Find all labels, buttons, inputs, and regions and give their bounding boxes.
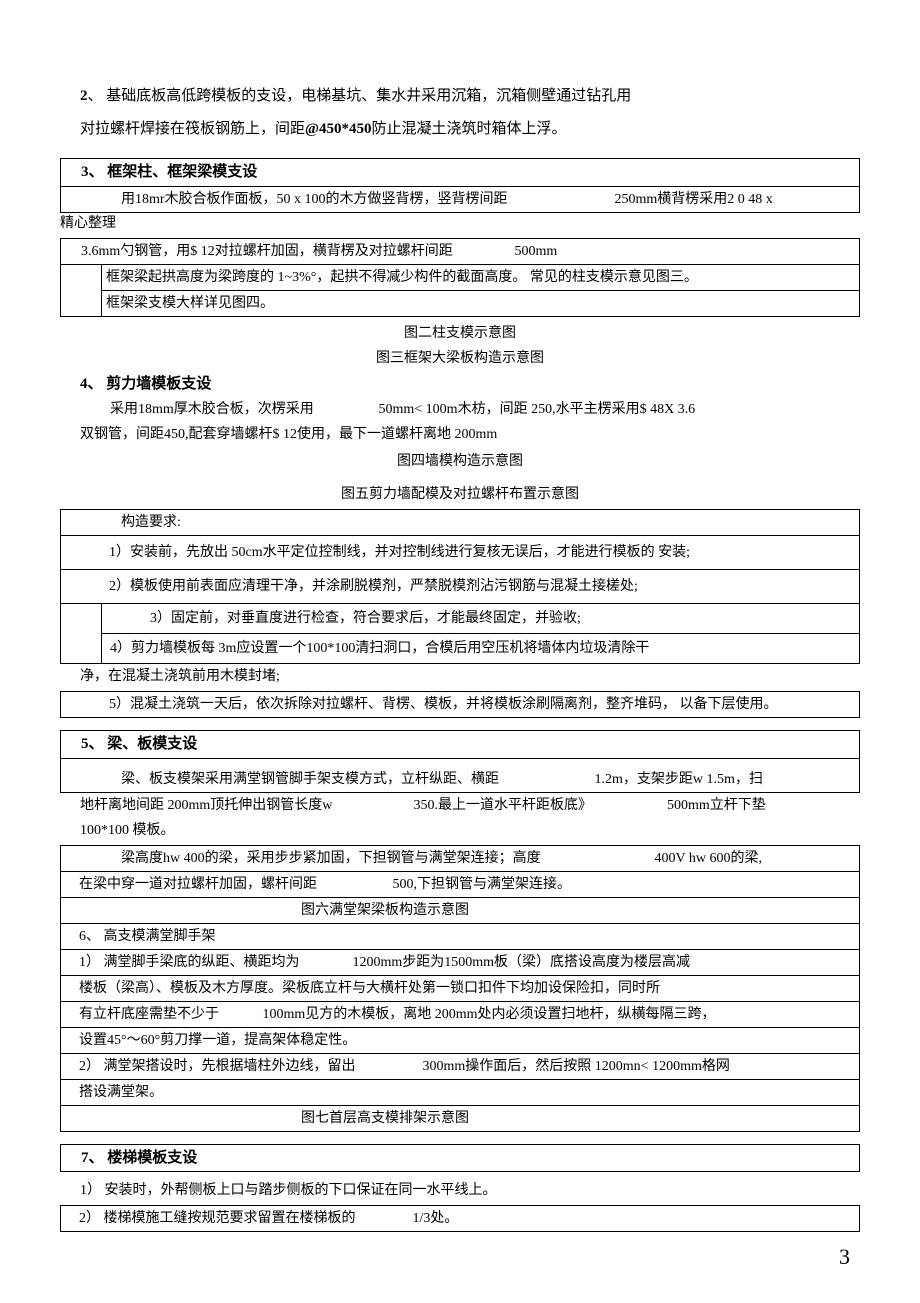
sec5-s5: 2） 满堂架搭设时，先根据墙柱外边线，留出 300mm操作面后，然后按照 120… <box>60 1054 860 1080</box>
fig6-caption: 图六满堂架梁板构造示意图 <box>60 898 860 924</box>
fig7-caption: 图七首层高支模排架示意图 <box>60 1106 860 1132</box>
section-2: 2、 基础底板高低跨模板的支设，电梯基坑、集水井采用沉箱，沉箱侧壁通过钻孔用 对… <box>60 80 860 146</box>
section-7: 7、 楼梯模板支设 1） 安装时，外帮侧板上口与踏步侧板的下口保证在同一水平线上… <box>60 1144 860 1233</box>
sec3-title: 3、 框架柱、框架梁模支设 <box>60 158 860 187</box>
section-4: 4、 剪力墙模板支设 采用18mm厚木胶合板，次楞采用 50mm< 100m木枋… <box>60 373 860 719</box>
sec4-req-title: 构造要求: <box>60 509 860 536</box>
sec3-r4: 框架梁支模大样详见图四。 <box>101 291 859 316</box>
sec4-title: 4、 剪力墙模板支设 <box>60 373 860 396</box>
fig4-caption: 图四墙模构造示意图 <box>60 451 860 472</box>
num-2: 2 <box>80 88 88 104</box>
sec5-s1: 1） 满堂脚手梁底的纵距、横距均为 1200mm步距为1500mm板（梁）底搭设… <box>60 950 860 976</box>
sec5-s6: 搭设满堂架。 <box>60 1080 860 1106</box>
sec4-req5: 5）混凝土浇筑一天后，依次拆除对拉螺杆、背楞、模板，并将模板涂刷隔离剂，整齐堆码… <box>60 691 860 718</box>
sec4-req34: 3）固定前，对垂直度进行检查，符合要求后，才能最终固定，并验收; 4）剪力墙模板… <box>60 604 860 664</box>
line-2-1: 2、 基础底板高低跨模板的支设，电梯基坑、集水井采用沉箱，沉箱侧壁通过钻孔用 <box>80 80 860 113</box>
sec5-s2: 楼板（梁高）、模板及木方厚度。梁板底立杆与大横杆处第一锁口扣件下均加设保险扣，同… <box>60 976 860 1002</box>
fig5-caption: 图五剪力墙配模及对拉螺杆布置示意图 <box>60 484 860 505</box>
sec4-req2: 2）模板使用前表面应清理干净，并涂刷脱模剂，严禁脱模剂沾污钢筋与混凝土接槎处; <box>60 570 860 604</box>
sec5-r4: 梁高度hw 400的梁，采用步步紧加固，下担钢管与满堂架连接；高度 400V h… <box>60 845 860 872</box>
sec7-r1: 1） 安装时，外帮侧板上口与踏步侧板的下口保证在同一水平线上。 <box>60 1180 860 1201</box>
sec5-title: 5、 梁、板模支设 <box>60 730 860 759</box>
section-3: 3、 框架柱、框架梁模支设 用18mr木胶合板作面板，50 x 100的木方做竖… <box>60 158 860 317</box>
sec5-r3: 100*100 模板。 <box>60 820 860 841</box>
sec5-r2: 地杆离地间距 200mm顶托伸出钢管长度w 350.最上一道水平杆距板底》 50… <box>60 795 860 816</box>
sec3-r3: 框架梁起拱高度为梁跨度的 1~3%°，起拱不得减少构件的截面高度。 常见的柱支模… <box>101 265 859 291</box>
sec4-req3: 3）固定前，对垂直度进行检查，符合要求后，才能最终固定，并验收; <box>101 604 859 633</box>
section-5: 5、 梁、板模支设 梁、板支模架采用满堂钢管脚手架支模方式，立杆纵距、横距 1.… <box>60 730 860 1132</box>
sec4-req4: 4）剪力墙模板每 3m应设置一个100*100清扫洞口，合模后用空压机将墙体内垃… <box>101 633 859 663</box>
sec4-r1: 采用18mm厚木胶合板，次楞采用 50mm< 100m木枋，间距 250,水平主… <box>60 399 860 420</box>
sec5-s3: 有立杆底座需垫不少于 100mm见方的木模板，离地 200mm处内必须设置扫地杆… <box>60 1002 860 1028</box>
sec4-r2: 双钢管，间距450,配套穿墙螺杆$ 12使用，最下一道螺杆离地 200mm <box>60 424 860 445</box>
page-number: 3 <box>839 1240 850 1273</box>
sec5-s4: 设置45°〜60°剪刀撑一道，提高架体稳定性。 <box>60 1028 860 1054</box>
sec4-req1: 1）安装前，先放出 50cm水平定位控制线，并对控制线进行复核无误后，才能进行模… <box>60 536 860 570</box>
fig3-caption: 图三框架大梁板构造示意图 <box>60 348 860 369</box>
sec3-r3-4: 框架梁起拱高度为梁跨度的 1~3%°，起拱不得减少构件的截面高度。 常见的柱支模… <box>60 265 860 317</box>
sec5-r5: 在梁中穿一道对拉螺杆加固，螺杆间距 500,下担钢管与满堂架连接。 <box>60 872 860 898</box>
line-2-2: 对拉螺杆焊接在筏板钢筋上，间距@450*450防止混凝土浇筑时箱体上浮。 <box>80 113 860 146</box>
fig2-caption: 图二柱支模示意图 <box>60 323 860 344</box>
sec7-r2: 2） 楼梯模施工缝按规范要求留置在楼梯板的 1/3处。 <box>60 1205 860 1232</box>
sec3-r1: 用18mr木胶合板作面板，50 x 100的木方做竖背楞，竖背楞间距 250mm… <box>60 187 860 213</box>
note-refine: 精心整理 <box>60 213 860 234</box>
sec3-r2: 3.6mm勺钢管，用$ 12对拉螺杆加固，横背楞及对拉螺杆间距 500mm <box>60 238 860 265</box>
sec5-sub6: 6、 高支模满堂脚手架 <box>60 924 860 950</box>
sec4-req4b: 净，在混凝土浇筑前用木模封堵; <box>60 666 860 687</box>
sec7-title: 7、 楼梯模板支设 <box>60 1144 860 1173</box>
sec5-r1: 梁、板支模架采用满堂钢管脚手架支模方式，立杆纵距、横距 1.2m，支架步距w 1… <box>60 759 860 793</box>
